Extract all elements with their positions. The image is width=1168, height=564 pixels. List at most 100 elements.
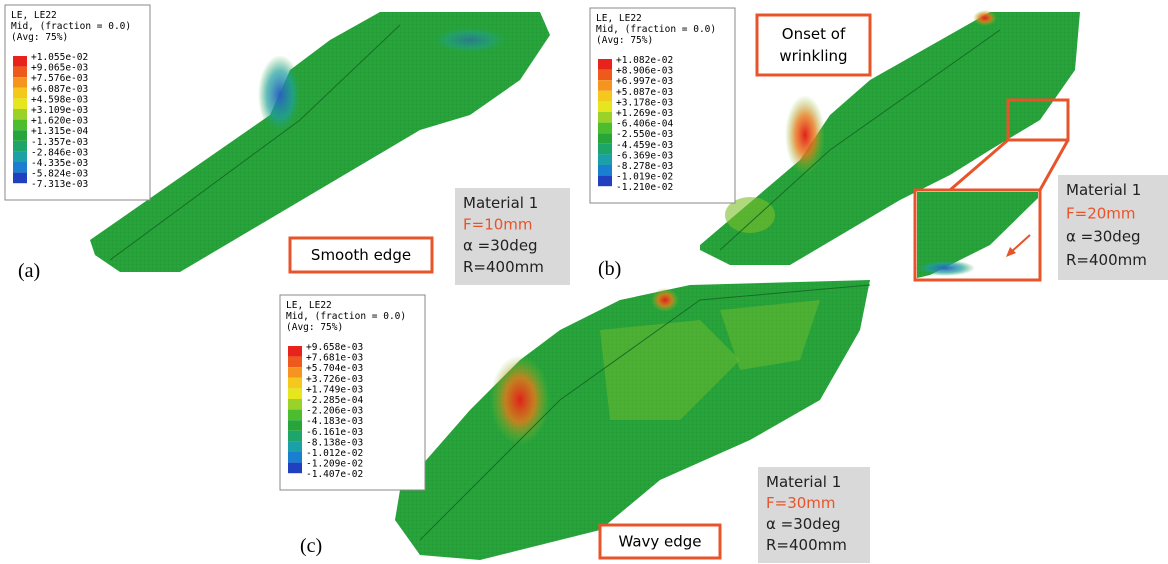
legend-value: +7.576e-03 bbox=[31, 73, 88, 84]
legend-header: Mid, (fraction = 0.0) bbox=[596, 24, 716, 35]
annotation-line: wrinkling bbox=[779, 47, 847, 65]
legend-swatch bbox=[13, 109, 27, 120]
legend-swatch bbox=[13, 141, 27, 152]
info-line: α =30deg bbox=[1066, 228, 1141, 246]
legend-swatch bbox=[598, 59, 612, 70]
legend-value: +7.681e-03 bbox=[306, 353, 363, 364]
legend-swatch bbox=[598, 112, 612, 123]
legend-swatch bbox=[598, 176, 612, 187]
legend-value: +9.065e-03 bbox=[31, 63, 88, 74]
legend-value: -6.406e-04 bbox=[616, 119, 673, 130]
info-line: F=30mm bbox=[766, 494, 836, 512]
legend-value: +1.055e-02 bbox=[31, 52, 88, 63]
legend-value: -8.278e-03 bbox=[616, 161, 673, 172]
legend-value: +8.906e-03 bbox=[616, 66, 673, 77]
legend-header: LE, LE22 bbox=[596, 13, 642, 24]
info-line: α =30deg bbox=[766, 515, 841, 533]
legend-value: -1.407e-02 bbox=[306, 469, 363, 480]
legend-swatch bbox=[598, 144, 612, 155]
legend-swatch bbox=[288, 441, 302, 452]
legend-swatch bbox=[288, 452, 302, 463]
legend-header: Mid, (fraction = 0.0) bbox=[286, 311, 406, 322]
legend-value: -4.335e-03 bbox=[31, 158, 88, 169]
legend-swatch bbox=[13, 98, 27, 109]
legend-swatch bbox=[13, 162, 27, 173]
legend-swatch bbox=[288, 357, 302, 368]
legend-swatch bbox=[13, 88, 27, 99]
legend-value: -2.550e-03 bbox=[616, 129, 673, 140]
legend-swatch bbox=[598, 154, 612, 165]
legend-swatch bbox=[288, 378, 302, 389]
legend-header: Mid, (fraction = 0.0) bbox=[11, 21, 131, 32]
legend-swatch bbox=[598, 80, 612, 91]
legend-swatch bbox=[598, 70, 612, 81]
legend-value: +1.749e-03 bbox=[306, 384, 363, 395]
legend-value: -2.285e-04 bbox=[306, 395, 363, 406]
legend-value: -1.357e-03 bbox=[31, 137, 88, 148]
legend-value: -1.210e-02 bbox=[616, 182, 673, 193]
legend-swatch bbox=[13, 120, 27, 131]
legend-value: -1.209e-02 bbox=[306, 459, 363, 470]
legend-swatch bbox=[598, 101, 612, 112]
legend-swatch bbox=[598, 91, 612, 102]
info-line: Material 1 bbox=[1066, 181, 1141, 199]
legend-value: -8.138e-03 bbox=[306, 437, 363, 448]
legend-value: +1.269e-03 bbox=[616, 108, 673, 119]
legend-value: +1.082e-02 bbox=[616, 55, 673, 66]
legend-swatch bbox=[288, 463, 302, 474]
legend-value: +3.109e-03 bbox=[31, 105, 88, 116]
info-line: Material 1 bbox=[463, 194, 538, 212]
legend-swatch bbox=[13, 151, 27, 162]
legend-swatch bbox=[13, 130, 27, 141]
legend-swatch bbox=[598, 165, 612, 176]
info-line: R=400mm bbox=[463, 258, 544, 276]
legend-header: (Avg: 75%) bbox=[286, 322, 343, 333]
legend-value: -2.846e-03 bbox=[31, 147, 88, 158]
legend-value: +5.087e-03 bbox=[616, 87, 673, 98]
legend-header: (Avg: 75%) bbox=[596, 35, 653, 46]
panel-label: (a) bbox=[18, 260, 40, 282]
annotation: Smooth edge bbox=[311, 246, 411, 264]
legend-value: +3.726e-03 bbox=[306, 374, 363, 385]
annotation-line: Onset of bbox=[782, 25, 846, 43]
legend-value: -2.206e-03 bbox=[306, 406, 363, 417]
legend-value: -4.183e-03 bbox=[306, 416, 363, 427]
legend-header: LE, LE22 bbox=[11, 10, 57, 21]
legend-swatch bbox=[288, 410, 302, 421]
annotation: Wavy edge bbox=[618, 533, 701, 551]
info-line: R=400mm bbox=[1066, 251, 1147, 269]
legend-value: -1.019e-02 bbox=[616, 172, 673, 183]
info-line: α =30deg bbox=[463, 237, 538, 255]
legend-swatch bbox=[598, 133, 612, 144]
legend-value: -6.369e-03 bbox=[616, 150, 673, 161]
legend-value: +6.997e-03 bbox=[616, 76, 673, 87]
figure: LE, LE22Mid, (fraction = 0.0)(Avg: 75%)+… bbox=[0, 0, 1168, 564]
panel-label: (c) bbox=[300, 535, 322, 557]
annotation-box bbox=[757, 15, 870, 75]
info-line: R=400mm bbox=[766, 536, 847, 554]
legend-swatch bbox=[288, 346, 302, 357]
info-line: F=10mm bbox=[463, 215, 533, 233]
legend-swatch bbox=[288, 431, 302, 442]
legend-swatch bbox=[288, 367, 302, 378]
legend-swatch bbox=[13, 77, 27, 88]
legend-header: (Avg: 75%) bbox=[11, 32, 68, 43]
legend-value: +3.178e-03 bbox=[616, 97, 673, 108]
legend-swatch bbox=[288, 388, 302, 399]
legend-swatch bbox=[13, 56, 27, 67]
legend-value: +5.704e-03 bbox=[306, 363, 363, 374]
legend-value: -6.161e-03 bbox=[306, 427, 363, 438]
legend-swatch bbox=[598, 123, 612, 134]
legend-value: +6.087e-03 bbox=[31, 84, 88, 95]
legend-swatch bbox=[288, 420, 302, 431]
legend-value: -1.012e-02 bbox=[306, 448, 363, 459]
info-line: Material 1 bbox=[766, 473, 841, 491]
legend-swatch bbox=[13, 67, 27, 78]
legend-value: +1.315e-04 bbox=[31, 126, 88, 137]
legend-header: LE, LE22 bbox=[286, 300, 332, 311]
legend-swatch bbox=[13, 173, 27, 184]
panel-label: (b) bbox=[598, 258, 621, 280]
legend-value: -4.459e-03 bbox=[616, 140, 673, 151]
legend-swatch bbox=[288, 399, 302, 410]
legend-value: -7.313e-03 bbox=[31, 179, 88, 190]
